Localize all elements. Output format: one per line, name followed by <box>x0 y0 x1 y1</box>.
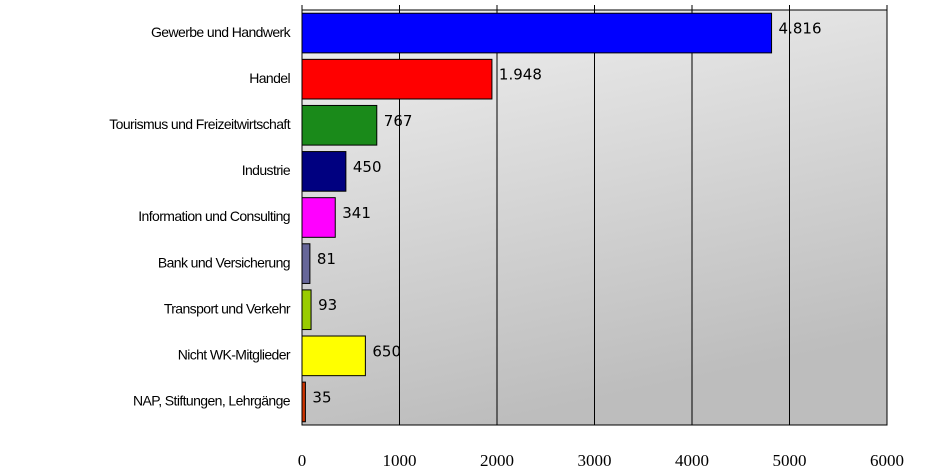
x-tick-label: 3000 <box>578 451 612 470</box>
value-label: 767 <box>384 112 413 130</box>
x-tick-label: 2000 <box>480 451 514 470</box>
value-label: 93 <box>318 296 337 314</box>
x-tick-label: 0 <box>298 451 307 470</box>
value-label: 450 <box>353 158 382 176</box>
bar <box>301 243 311 284</box>
y-tick-label: Gewerbe und Handwerk <box>151 24 292 40</box>
x-tick-label: 1000 <box>383 451 417 470</box>
bar <box>301 289 312 331</box>
value-label: 35 <box>312 388 331 406</box>
y-tick-label: Transport und Verkehr <box>164 300 291 316</box>
x-tick-label: 5000 <box>773 451 807 470</box>
value-label: 650 <box>372 342 401 360</box>
bar <box>301 335 366 377</box>
y-tick-label: Bank und Versicherung <box>158 254 290 270</box>
y-tick-label: Tourismus und Freizeitwirtschaft <box>109 116 290 132</box>
bar <box>301 104 378 146</box>
value-label: 341 <box>342 204 371 222</box>
y-tick-label: Nicht WK-Mitglieder <box>178 347 291 363</box>
bar <box>301 58 493 100</box>
value-label: 1.948 <box>499 66 542 84</box>
y-tick-label: Industrie <box>242 162 291 178</box>
bar <box>301 197 336 238</box>
bar <box>301 381 306 423</box>
x-tick-label: 6000 <box>870 451 904 470</box>
bar <box>301 12 773 54</box>
bar <box>301 151 347 192</box>
value-label: 81 <box>317 250 336 268</box>
value-label: 4.816 <box>779 20 822 38</box>
y-tick-label: Information und Consulting <box>138 208 290 224</box>
y-tick-label: Handel <box>249 70 290 86</box>
y-tick-label: NAP, Stiftungen, Lehrgänge <box>133 393 291 409</box>
x-tick-label: 4000 <box>675 451 709 470</box>
